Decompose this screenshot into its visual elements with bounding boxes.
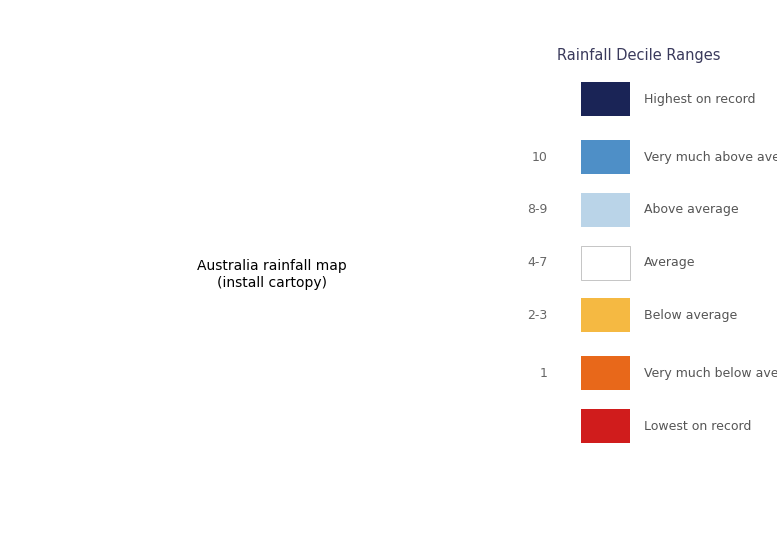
Text: Average: Average	[644, 256, 695, 269]
FancyBboxPatch shape	[581, 245, 629, 280]
FancyBboxPatch shape	[581, 409, 629, 443]
Text: 4-7: 4-7	[528, 256, 548, 269]
Text: 1: 1	[540, 367, 548, 380]
Text: Australia rainfall map
(install cartopy): Australia rainfall map (install cartopy)	[197, 259, 347, 290]
Text: Highest on record: Highest on record	[644, 93, 755, 106]
FancyBboxPatch shape	[581, 298, 629, 333]
Text: Lowest on record: Lowest on record	[644, 419, 751, 433]
FancyBboxPatch shape	[581, 356, 629, 390]
Text: 10: 10	[531, 151, 548, 164]
Text: Very much below average: Very much below average	[644, 367, 777, 380]
FancyBboxPatch shape	[581, 193, 629, 227]
Text: Below average: Below average	[644, 309, 737, 322]
FancyBboxPatch shape	[581, 82, 629, 116]
FancyBboxPatch shape	[581, 140, 629, 175]
Text: 8-9: 8-9	[528, 204, 548, 216]
Text: Above average: Above average	[644, 204, 739, 216]
Text: Very much above average: Very much above average	[644, 151, 777, 164]
Text: Rainfall Decile Ranges: Rainfall Decile Ranges	[557, 48, 721, 63]
Text: 2-3: 2-3	[528, 309, 548, 322]
